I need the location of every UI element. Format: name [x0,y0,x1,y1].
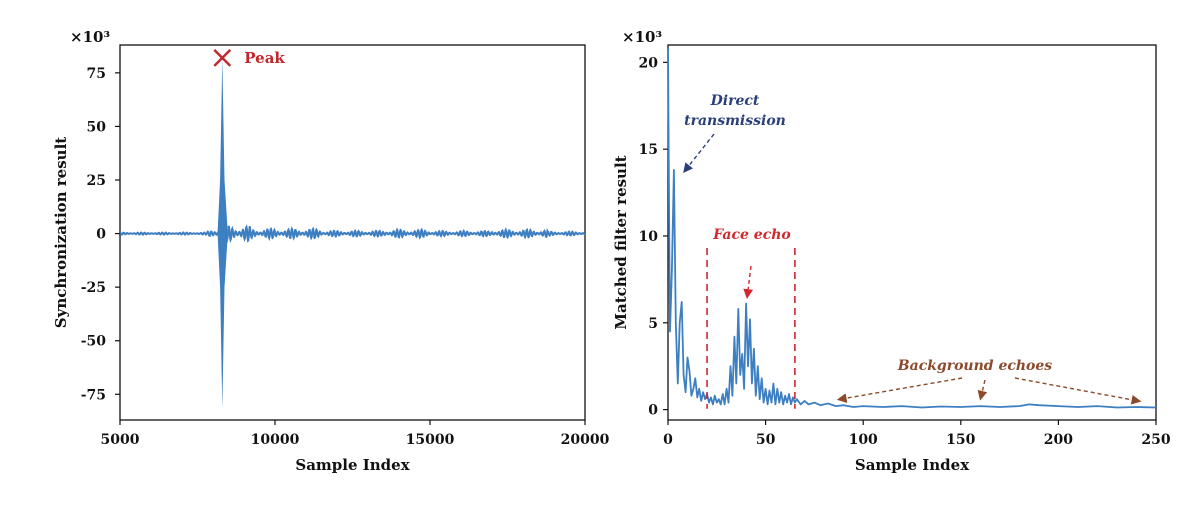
right-y-tick-label: 10 [639,229,659,245]
arrow-background-echo [977,379,988,401]
right-y-tick-label: 5 [648,316,658,332]
left-y-tick-label: -25 [81,280,106,296]
arrow-background-echo [1014,377,1142,405]
right-x-tick-label: 50 [756,432,776,448]
left-y-tick-label: -50 [81,334,107,350]
left-y-tick-label: 0 [96,227,106,243]
arrow-background-echo [836,377,963,403]
left-axis-ticks: 5000 10000 15000 20000 -75 -50 -25 0 25 50 75 [81,66,610,448]
left-series-line [119,224,586,244]
right-x-tick-label: 100 [849,432,878,448]
right-x-tick-label: 200 [1044,432,1073,448]
left-y-tick-label: 75 [87,66,106,82]
right-y-tick-label: 0 [648,403,658,419]
annotation-face-echo: Face echo [712,227,791,243]
left-x-tick-label: 20000 [561,432,610,448]
right-x-tick-label: 250 [1141,432,1170,448]
right-y-tick-label: 20 [639,55,659,71]
peak-marker [213,49,232,67]
right-plot-frame [667,44,1157,421]
peak-label: Peak [244,49,285,67]
left-y-multiplier: ×10³ [70,28,110,46]
right-annotations: Direct transmission Face echo Background ec… [683,93,1142,409]
left-y-tick-label: -75 [81,387,106,403]
right-chart-panel: 0 50 100 150 200 250 0 5 10 15 20 Direct transmissi… [612,28,1171,474]
annotation-direct-transmission: Direct transmission [684,93,786,129]
left-x-axis-label: Sample Index [295,456,410,474]
right-series-line [667,48,1157,409]
right-y-tick-label: 15 [639,142,658,158]
left-y-tick-label: 25 [87,173,106,189]
annotation-background-echoes: Background echoes [897,358,1053,374]
right-y-axis-label: Matched filter result [612,155,630,329]
left-y-tick-label: 50 [87,119,107,135]
right-axis-ticks: 0 50 100 150 200 250 0 5 10 15 20 [639,55,1171,448]
right-x-tick-label: 150 [946,432,975,448]
peak-cross-icon [213,49,232,67]
left-y-axis-label: Synchronization result [52,137,70,328]
left-x-tick-label: 15000 [406,432,455,448]
arrow-direct-transmission [683,133,715,174]
left-x-tick-label: 10000 [251,432,300,448]
right-y-multiplier: ×10³ [622,28,662,46]
left-chart-panel: 5000 10000 15000 20000 -75 -50 -25 0 25 50 75 ×10³… [52,28,610,474]
right-x-tick-label: 0 [663,432,673,448]
arrow-face-echo [743,265,754,299]
left-x-tick-label: 5000 [101,432,140,448]
right-x-axis-label: Sample Index [855,456,970,474]
